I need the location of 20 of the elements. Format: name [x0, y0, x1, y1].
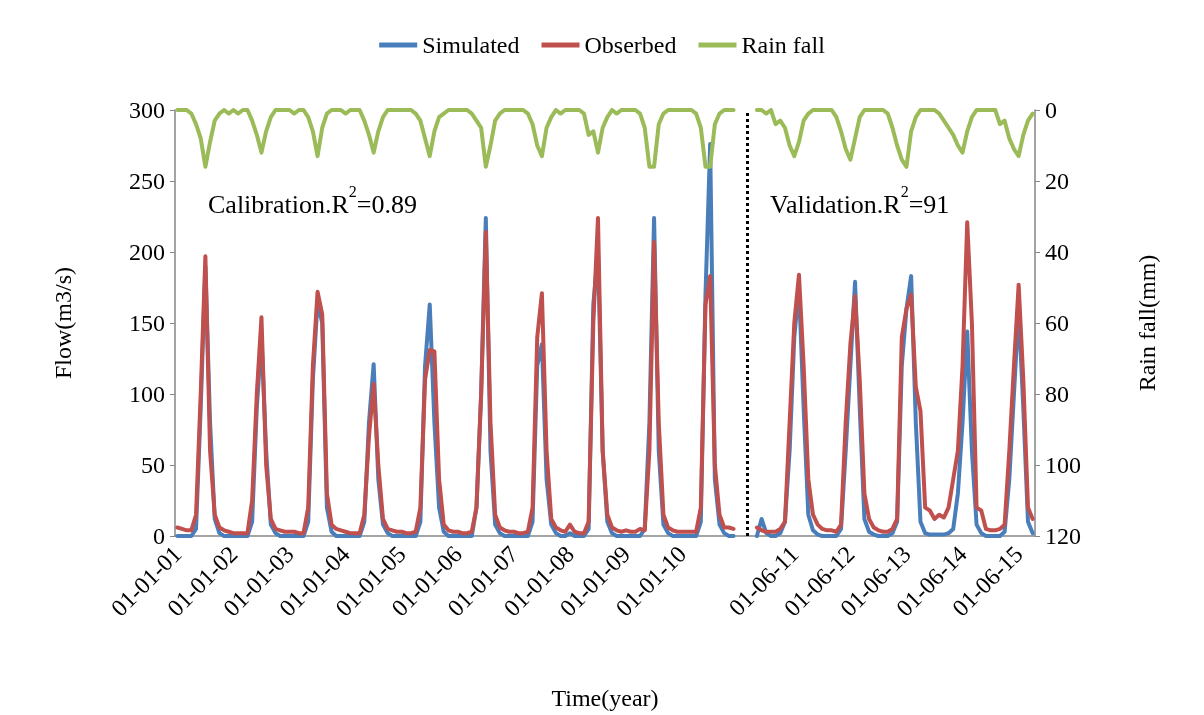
y-tick-label: 300 [129, 97, 165, 123]
y2-tick-label: 100 [1045, 452, 1081, 478]
y2-tick-label: 0 [1045, 97, 1057, 123]
y2-tick-label: 80 [1045, 381, 1069, 407]
legend-label: Simulated [422, 32, 520, 58]
y2-axis-title: Rain fall(mm) [1134, 254, 1160, 392]
y2-tick-label: 40 [1045, 239, 1069, 265]
legend-label: Rain fall [741, 32, 826, 58]
y-axis-title: Flow(m3/s) [50, 266, 76, 380]
y-tick-label: 0 [153, 523, 165, 549]
y2-tick-label: 20 [1045, 168, 1069, 194]
y-tick-label: 100 [129, 381, 165, 407]
x-axis-title: Time(year) [551, 685, 659, 711]
y-tick-label: 250 [129, 168, 165, 194]
y2-tick-label: 60 [1045, 310, 1069, 336]
y-tick-label: 200 [129, 239, 165, 265]
y-tick-label: 150 [129, 310, 165, 336]
legend-label: Obserbed [584, 32, 677, 58]
y-tick-label: 50 [141, 452, 165, 478]
y2-tick-label: 120 [1045, 523, 1081, 549]
